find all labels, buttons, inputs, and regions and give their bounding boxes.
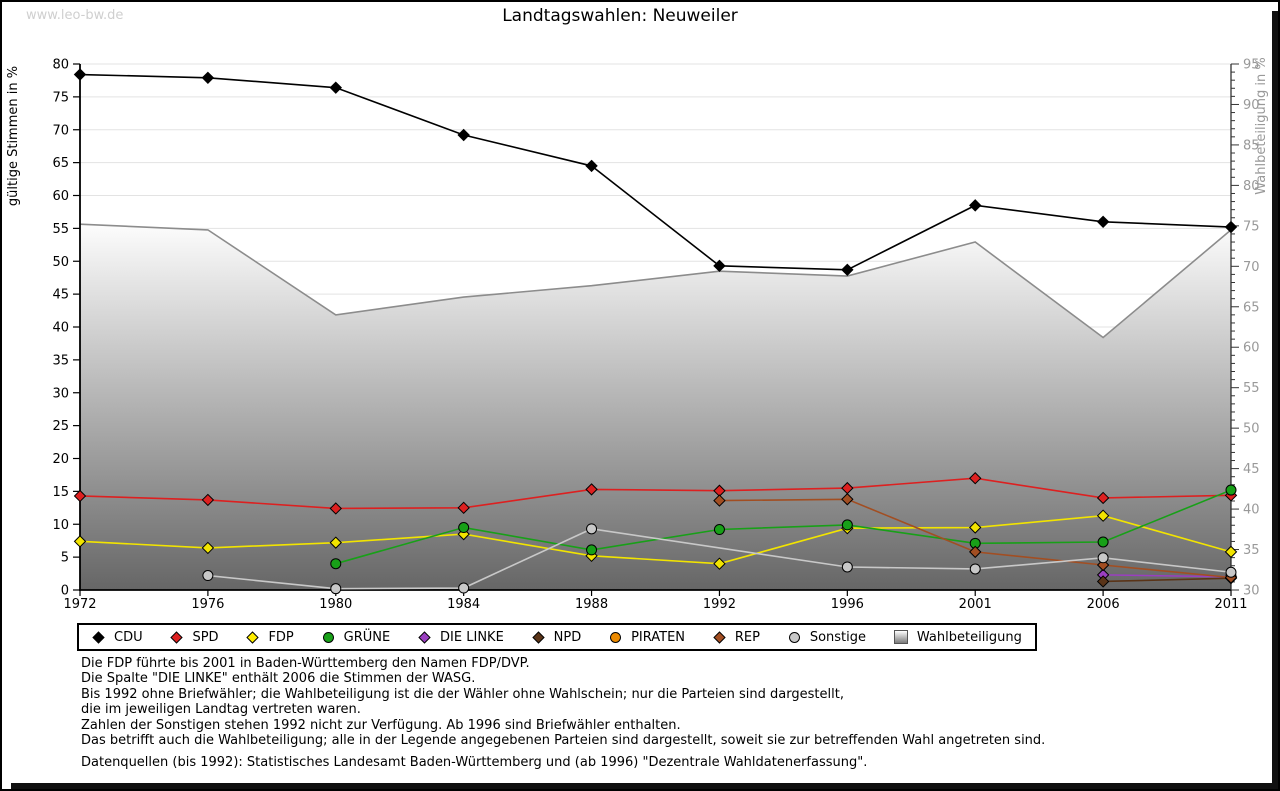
svg-text:60: 60 [52,189,69,204]
svg-text:1996: 1996 [831,597,864,612]
svg-text:1976: 1976 [191,597,224,612]
legend-item-fdp: FDP [246,629,294,645]
svg-text:55: 55 [52,222,69,237]
legend-item-rep: REP [713,630,760,645]
watermark-url: www.leo-bw.de [26,8,124,23]
svg-text:60: 60 [1243,341,1260,356]
legend-marker-diamond-icon [418,630,431,644]
legend-label: SPD [192,629,219,645]
legend-label: DIE LINKE [440,629,504,645]
x-axis-ticks: 1972 1976 1980 1984 1988 1992 1996 2001 2006 2011 [63,590,1248,612]
legend-item-piraten: PIRATEN [609,630,685,645]
turnout-area [79,223,1232,590]
series-SPD [73,472,1238,515]
page-title: Landtagswahlen: Neuweiler [502,6,738,26]
svg-text:1988: 1988 [575,597,608,612]
svg-text:80: 80 [1243,179,1260,194]
svg-text:40: 40 [1243,503,1260,518]
legend-marker-circle-icon [609,631,622,644]
series-CDU [73,68,1238,277]
svg-text:1992: 1992 [703,597,736,612]
svg-text:20: 20 [52,452,69,467]
svg-text:65: 65 [52,156,69,171]
footnote-line: Zahlen der Sonstigen stehen 1992 nicht z… [81,717,681,733]
svg-text:75: 75 [1243,219,1260,234]
svg-text:70: 70 [52,123,69,138]
svg-text:50: 50 [52,255,69,270]
page-shadow-right [1272,11,1278,789]
legend-label: REP [734,629,760,645]
chart-legend: CDU SPD FDP GRÜNE DIE LINKE NPD PIRATEN REP Sons… [77,623,1037,651]
series-FDP [73,509,1238,570]
svg-text:35: 35 [52,353,69,368]
footnote-line: Die FDP führte bis 2001 in Baden-Württem… [81,656,530,671]
svg-text:2001: 2001 [959,597,992,612]
footnote-line: Das betrifft auch die Wahlbeteiligung; a… [81,733,1046,749]
svg-text:15: 15 [52,485,69,500]
footnote-line: die im jeweiligen Landtag vertreten ware… [81,702,361,718]
right-axis-ticks: 30 35 40 45 50 55 60 65 70 75 80 85 90 95 [1231,58,1260,599]
series-REP [713,493,1238,584]
legend-label: NPD [553,629,582,645]
page-shadow-bottom [11,783,1278,789]
svg-text:0: 0 [61,584,69,599]
footnote-line: Die Spalte "DIE LINKE" enthält 2006 die … [81,671,476,687]
footnote-line: Bis 1992 ohne Briefwähler; die Wahlbetei… [81,686,844,702]
svg-text:2006: 2006 [1087,597,1120,612]
svg-text:25: 25 [52,419,69,434]
legend-label: CDU [114,629,143,645]
legend-marker-diamond-icon [713,630,726,644]
footnote-spacer [81,748,1045,755]
legend-label: PIRATEN [631,629,686,645]
legend-marker-diamond-icon [170,630,184,644]
svg-text:5: 5 [61,551,69,566]
svg-text:45: 45 [1243,462,1260,477]
legend-item-npd: NPD [531,629,582,645]
series-GRÜNE [330,484,1237,570]
legend-item-wahlbeteiligung: Wahlbeteiligung [893,629,1022,645]
svg-text:80: 80 [52,58,69,73]
footnote-source: Datenquellen (bis 1992): Statistisches L… [81,755,868,771]
legend-marker-diamond-icon [531,630,545,644]
legend-label: Sonstige [809,629,867,645]
svg-text:2011: 2011 [1214,597,1247,612]
legend-item-sonstige: Sonstige [788,630,866,645]
svg-text:30: 30 [1243,584,1260,599]
election-chart: 0 5 10 15 20 25 30 35 40 45 50 55 60 65 70 75 80 30 35 40 45… [6,57,1269,612]
svg-text:40: 40 [52,321,69,336]
legend-item-grüne: GRÜNE [322,629,391,645]
legend-label: GRÜNE [343,629,391,645]
svg-text:95: 95 [1243,58,1260,73]
svg-text:70: 70 [1243,260,1260,275]
legend-marker-diamond-icon [246,630,260,644]
legend-item-die-linke: DIE LINKE [418,630,504,645]
svg-text:1984: 1984 [447,597,480,612]
svg-text:45: 45 [52,288,69,303]
svg-text:75: 75 [52,90,69,105]
right-axis-label: Wahlbeteiligung in % [1254,57,1269,194]
svg-text:1980: 1980 [319,597,352,612]
svg-text:35: 35 [1243,543,1260,558]
svg-text:90: 90 [1243,98,1260,113]
svg-text:10: 10 [52,518,69,533]
legend-marker-diamond-icon [92,630,105,644]
svg-text:50: 50 [1243,422,1260,437]
left-axis-ticks: 0 5 10 15 20 25 30 35 40 45 50 55 60 65 70 75 80 [52,58,80,599]
svg-text:30: 30 [52,386,69,401]
svg-text:1972: 1972 [63,597,96,612]
svg-text:55: 55 [1243,381,1260,396]
series-Sonstige [202,523,1237,595]
legend-item-spd: SPD [170,629,219,645]
legend-label: FDP [268,629,294,645]
legend-label: Wahlbeteiligung [916,629,1022,645]
legend-marker-circle-icon [788,631,801,644]
svg-text:65: 65 [1243,300,1260,315]
legend-marker-square-icon [893,630,908,644]
legend-marker-circle-icon [322,631,335,644]
left-axis-label: gültige Stimmen in % [6,66,21,206]
footnotes: Die FDP führte bis 2001 in Baden-Württem… [81,656,1045,771]
svg-text:85: 85 [1243,138,1260,153]
legend-item-cdu: CDU [92,630,143,645]
